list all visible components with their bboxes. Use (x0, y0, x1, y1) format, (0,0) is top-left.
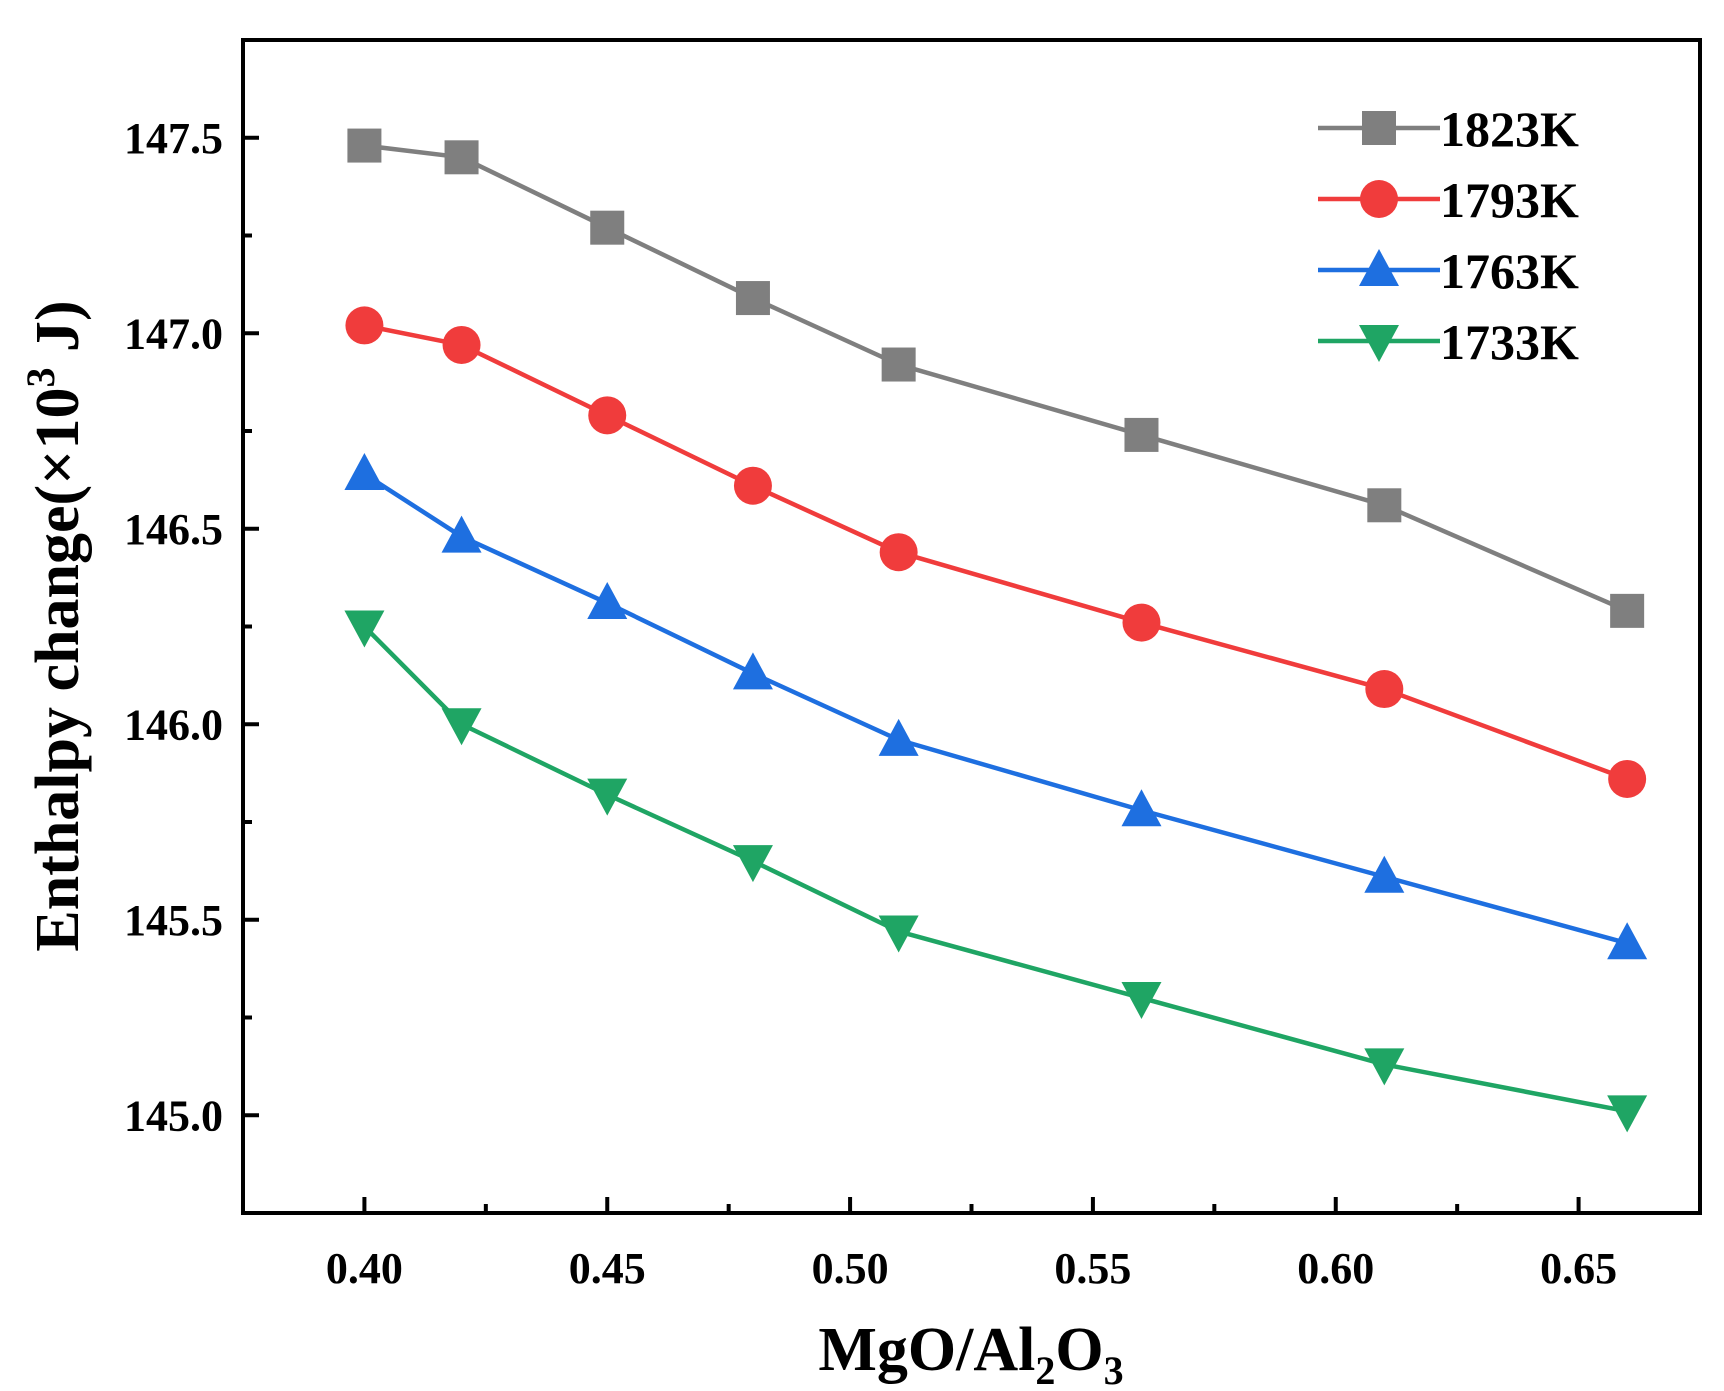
legend-item-1823K: 1823K (1318, 101, 1579, 157)
y-axis-title-base: Enthalpy change(×10 (24, 388, 92, 952)
data-point-1823K (1124, 417, 1159, 452)
y-axis-title-sup: 3 (18, 368, 63, 388)
legend-marker (1359, 249, 1399, 286)
data-point-1823K (735, 281, 770, 316)
x-axis-title-sub2: 3 (1104, 1348, 1124, 1391)
legend-marker (1359, 325, 1399, 362)
data-point-1793K (345, 306, 384, 345)
y-axis-title-unit: J) (24, 300, 92, 367)
data-point-1793K (733, 466, 772, 505)
data-point-1793K (879, 533, 918, 572)
legend-item-1763K: 1763K (1318, 243, 1579, 299)
legend-item-1793K: 1793K (1318, 172, 1579, 228)
x-tick-label: 0.45 (569, 1244, 646, 1293)
data-point-1763K (1364, 855, 1405, 893)
data-point-1823K (1367, 488, 1402, 523)
y-tick-label: 146.0 (124, 700, 223, 749)
data-point-1763K (587, 582, 628, 620)
data-point-1793K (1608, 759, 1647, 798)
data-point-1823K (881, 347, 916, 382)
data-point-1733K (1121, 981, 1162, 1019)
legend: 1823K 1793K 1763K 1733K (1318, 101, 1579, 370)
series-1793K (345, 306, 1647, 798)
data-point-1763K (1607, 922, 1648, 960)
data-point-1823K (444, 140, 479, 175)
y-tick-label: 147.0 (124, 309, 223, 358)
data-point-1763K (1121, 789, 1162, 827)
data-point-1823K (590, 210, 625, 245)
x-tick-label: 0.55 (1054, 1244, 1131, 1293)
data-point-1733K (344, 610, 385, 648)
series-1763K (344, 453, 1648, 960)
legend-marker (1362, 111, 1396, 145)
legend-label: 1823K (1440, 101, 1579, 157)
series-layer (344, 128, 1648, 1133)
y-tick-label: 146.5 (124, 505, 223, 554)
legend-item-1733K: 1733K (1318, 314, 1579, 370)
legend-label: 1793K (1440, 172, 1579, 228)
x-axis-title-part1: MgO/Al (818, 1316, 1035, 1384)
y-tick-label: 145.5 (124, 896, 223, 945)
data-point-1763K (344, 453, 385, 491)
y-tick-label: 147.5 (124, 114, 223, 163)
data-point-1793K (588, 396, 627, 435)
x-tick-label: 0.60 (1297, 1244, 1374, 1293)
x-axis-title: MgO/Al2O3 (818, 1316, 1123, 1391)
legend-marker (1360, 180, 1398, 218)
x-axis-title-sub1: 2 (1035, 1348, 1055, 1391)
x-axis-title-part2: O (1055, 1316, 1103, 1384)
data-point-1793K (1365, 670, 1404, 709)
data-point-1733K (587, 778, 628, 816)
data-point-1733K (1364, 1048, 1405, 1086)
data-point-1823K (1610, 593, 1645, 628)
x-tick-label: 0.40 (326, 1244, 403, 1293)
data-point-1763K (732, 652, 773, 690)
data-point-1733K (441, 708, 482, 746)
series-line-1763K (363, 472, 1628, 946)
data-point-1733K (878, 915, 919, 953)
data-point-1823K (347, 128, 382, 163)
data-point-1793K (1122, 603, 1161, 642)
data-point-1733K (732, 845, 773, 883)
series-line-1793K (363, 323, 1628, 782)
y-axis-title: Enthalpy change(×103 J) (18, 300, 92, 951)
data-point-1763K (878, 718, 919, 756)
y-tick-label: 145.0 (124, 1091, 223, 1140)
series-1733K (344, 610, 1648, 1133)
data-point-1793K (442, 325, 481, 364)
series-line-1733K (362, 624, 1628, 1114)
legend-label: 1763K (1440, 243, 1579, 299)
data-point-1763K (441, 515, 482, 553)
x-tick-label: 0.65 (1540, 1244, 1617, 1293)
series-1823K (347, 128, 1645, 628)
x-tick-label: 0.50 (812, 1244, 889, 1293)
data-point-1733K (1607, 1095, 1648, 1133)
tick-layer: 0.40 0.45 0.50 0.55 0.60 0.65 145.0 145.5 146.0 1… (124, 114, 1617, 1293)
series-line-1823K (364, 143, 1629, 613)
legend-label: 1733K (1440, 314, 1579, 370)
